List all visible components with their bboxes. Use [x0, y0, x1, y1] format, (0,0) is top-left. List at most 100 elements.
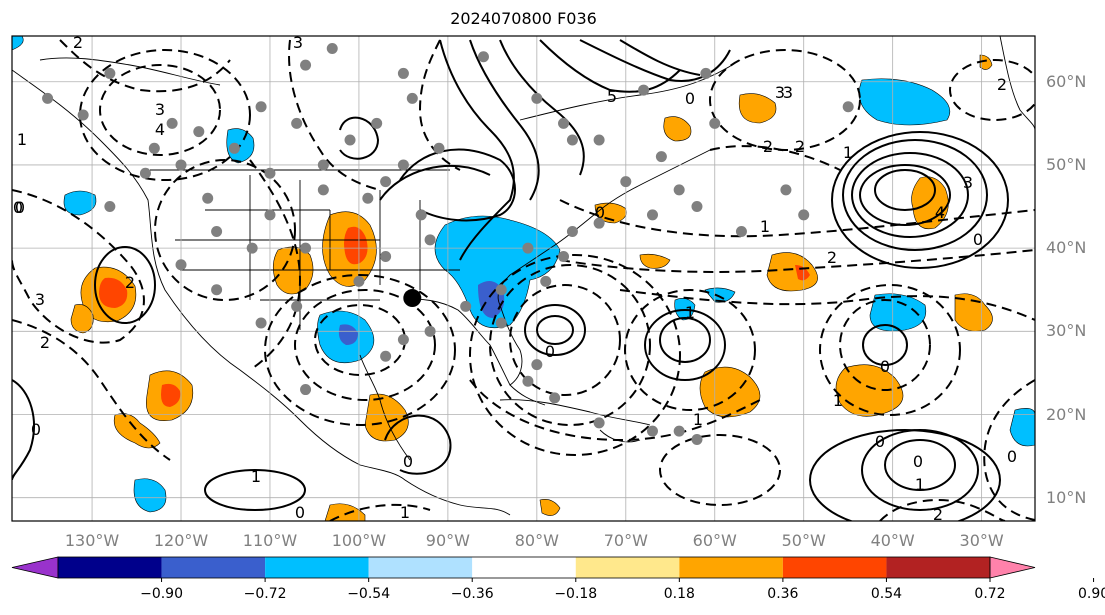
- station-point: [424, 234, 436, 246]
- station-point: [228, 142, 240, 154]
- longitude-label: 70°W: [603, 531, 648, 550]
- positive-anomaly-area: [979, 54, 993, 70]
- station-point: [406, 92, 418, 104]
- longitude-label: 110°W: [242, 531, 298, 550]
- station-point: [300, 59, 312, 71]
- contour-label: 0: [875, 432, 885, 451]
- station-point: [264, 209, 276, 221]
- colorbar-tick-label: 0.54: [870, 586, 903, 602]
- station-point: [558, 250, 570, 262]
- station-point: [735, 225, 747, 237]
- contour-label: 1: [760, 217, 770, 236]
- longitude-label: 100°W: [331, 531, 387, 550]
- contour-label: 0: [403, 452, 413, 471]
- station-point: [166, 117, 178, 129]
- colorbar-outline: [57, 556, 991, 579]
- station-point: [300, 384, 312, 396]
- positive-anomaly-area: [738, 93, 777, 124]
- contour-label: 3: [963, 173, 973, 192]
- station-point: [531, 359, 543, 371]
- station-point: [593, 217, 605, 229]
- station-point: [77, 109, 89, 121]
- station-point: [593, 134, 605, 146]
- colorbar-tick-label: 0.36: [767, 586, 799, 602]
- contour-label: 2: [73, 33, 83, 52]
- contour-label: 1: [915, 475, 925, 494]
- contour-label: 3: [775, 83, 785, 102]
- contour-label: 1: [833, 391, 843, 410]
- station-point: [655, 151, 667, 163]
- station-point: [673, 184, 685, 196]
- station-point: [709, 117, 721, 129]
- contour-label: 1: [693, 410, 703, 429]
- contour-label: 2: [763, 137, 773, 156]
- colorbar-tick-label: −0.36: [450, 586, 494, 602]
- station-point: [620, 176, 632, 188]
- positive-anomaly-area: [539, 499, 561, 516]
- contour-label: 1: [17, 130, 27, 149]
- contour-label: 0: [913, 452, 923, 471]
- contour-label: 0: [1007, 447, 1017, 466]
- negative-anomaly-area: [133, 478, 167, 513]
- station-point: [566, 134, 578, 146]
- positive-anomaly-area: [113, 413, 161, 449]
- contour-label: 4: [155, 120, 165, 139]
- contour-label: 5: [607, 87, 617, 106]
- colorbar-tick-label: −0.54: [347, 586, 391, 602]
- latitude-label: 30°N: [1046, 321, 1087, 341]
- longitude-label: 60°W: [692, 531, 737, 550]
- station-point: [780, 184, 792, 196]
- station-point: [415, 209, 427, 221]
- contour-label: 0: [295, 503, 305, 522]
- longitude-label: 90°W: [425, 531, 470, 550]
- colorbar-tick-label: 0.72: [974, 586, 1006, 602]
- colorbar-segment: [58, 557, 162, 578]
- colorbar-segment: [575, 557, 680, 578]
- station-point: [264, 167, 276, 179]
- station-point: [193, 126, 205, 138]
- colorbar-segment: [782, 557, 887, 578]
- station-point: [291, 117, 303, 129]
- station-points: [42, 42, 854, 445]
- longitude-label: 40°W: [870, 531, 915, 550]
- negative-anomaly-core: [338, 324, 358, 345]
- station-point: [691, 201, 703, 213]
- colorbar-tick-label: 0.90: [1077, 586, 1105, 602]
- station-point: [700, 67, 712, 79]
- station-point: [397, 334, 409, 346]
- station-point: [175, 159, 187, 171]
- contour-label: 2: [125, 273, 135, 292]
- station-point: [255, 101, 267, 113]
- longitude-label: 50°W: [781, 531, 826, 550]
- positive-anomaly-area: [699, 366, 761, 418]
- contour-label: 1: [685, 303, 695, 322]
- map-frame: [11, 35, 1036, 522]
- colorbar-segment: [161, 557, 266, 578]
- contour-label: 0: [685, 89, 695, 108]
- station-point: [673, 425, 685, 437]
- contour-label: 0: [31, 420, 41, 439]
- negative-anomaly-area: [858, 78, 951, 126]
- station-point: [691, 433, 703, 445]
- colorbar-segment: [368, 557, 473, 578]
- longitude-label: 130°W: [64, 531, 120, 550]
- station-point: [549, 392, 561, 404]
- station-point: [495, 284, 507, 296]
- colorbar-segment: [886, 557, 990, 578]
- contour-label: 3: [155, 100, 165, 119]
- station-point: [433, 142, 445, 154]
- station-point: [362, 192, 374, 204]
- station-point: [477, 51, 489, 63]
- negative-anomaly-area: [63, 190, 97, 216]
- graticule: [12, 36, 1035, 521]
- contour-label: 2: [40, 333, 50, 352]
- colorbar: [11, 556, 1095, 582]
- positive-anomaly-core: [344, 226, 368, 265]
- station-point: [104, 201, 116, 213]
- station-point: [246, 242, 258, 254]
- station-point: [842, 101, 854, 113]
- station-point: [798, 209, 810, 221]
- colorbar-segment: [265, 557, 369, 578]
- station-point: [104, 67, 116, 79]
- anomaly-shading: [12, 36, 1035, 521]
